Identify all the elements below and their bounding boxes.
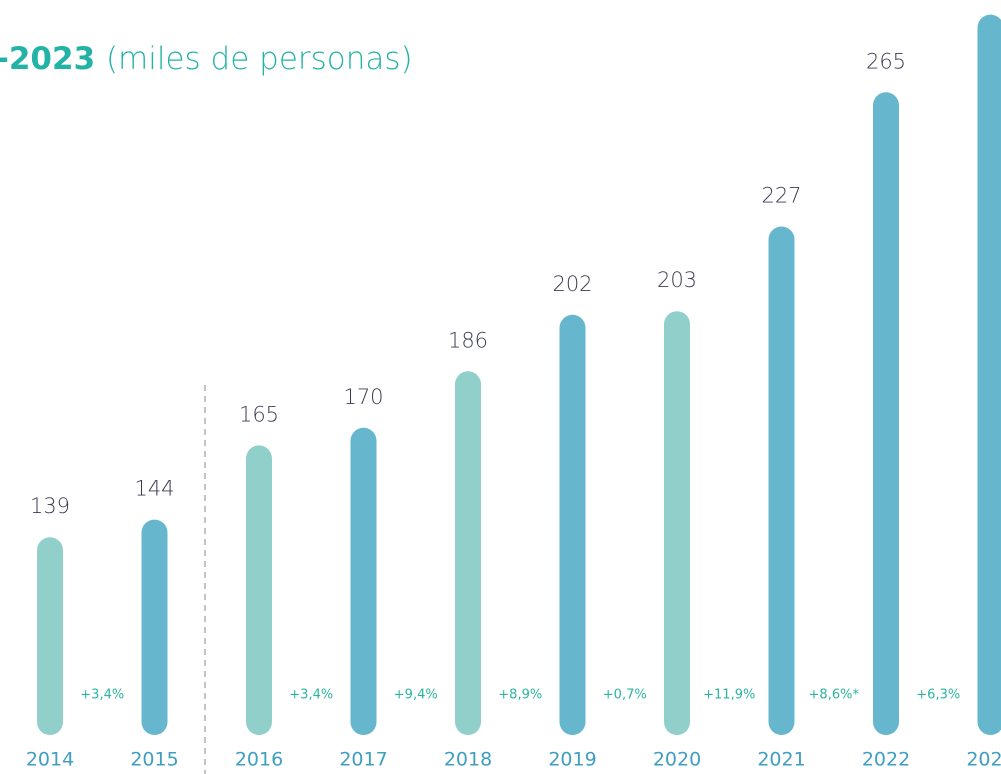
bar xyxy=(664,311,690,735)
growth-label: +0,7% xyxy=(603,688,647,703)
value-label: 139 xyxy=(30,494,70,518)
x-tick-label: 2014 xyxy=(26,749,74,771)
chart-title: -2023 (miles de personas) xyxy=(0,41,413,77)
title-years: -2023 xyxy=(0,41,95,77)
bar xyxy=(455,371,481,735)
bar xyxy=(977,14,1001,735)
x-tick-label: 2022 xyxy=(862,749,910,771)
bar xyxy=(37,537,63,735)
x-tick-label: 2017 xyxy=(339,749,387,771)
bar xyxy=(768,226,795,735)
growth-label: +8,9% xyxy=(498,688,542,703)
growth-label: +6,3% xyxy=(916,688,960,703)
growth-label: +8,6%* xyxy=(809,688,860,703)
title-unit: (miles de personas) xyxy=(106,41,413,77)
value-label: 203 xyxy=(657,268,697,292)
growth-label: +9,4% xyxy=(394,688,438,703)
x-tick-label: 2016 xyxy=(235,749,283,771)
x-tick-label: 2019 xyxy=(548,749,596,771)
bar xyxy=(559,314,586,735)
growth-label: +3,4% xyxy=(80,688,124,703)
bar xyxy=(873,92,899,735)
bar xyxy=(350,427,377,735)
value-label: 170 xyxy=(343,385,383,409)
bar xyxy=(246,445,272,735)
growth-label: +3,4% xyxy=(289,688,333,703)
growth-label: +11,9% xyxy=(703,688,755,703)
x-tick-label: 2020 xyxy=(653,749,701,771)
x-tick-label: 2023 xyxy=(966,749,1001,771)
x-tick-label: 2021 xyxy=(757,749,805,771)
x-tick-label: 2018 xyxy=(444,749,492,771)
bar xyxy=(141,519,168,735)
value-label: 265 xyxy=(866,49,906,73)
value-label: 186 xyxy=(448,328,488,352)
value-label: 227 xyxy=(761,183,801,207)
value-label: 144 xyxy=(134,477,174,501)
value-label: 202 xyxy=(552,272,592,296)
value-label: 165 xyxy=(239,402,279,426)
x-tick-label: 2015 xyxy=(130,749,178,771)
